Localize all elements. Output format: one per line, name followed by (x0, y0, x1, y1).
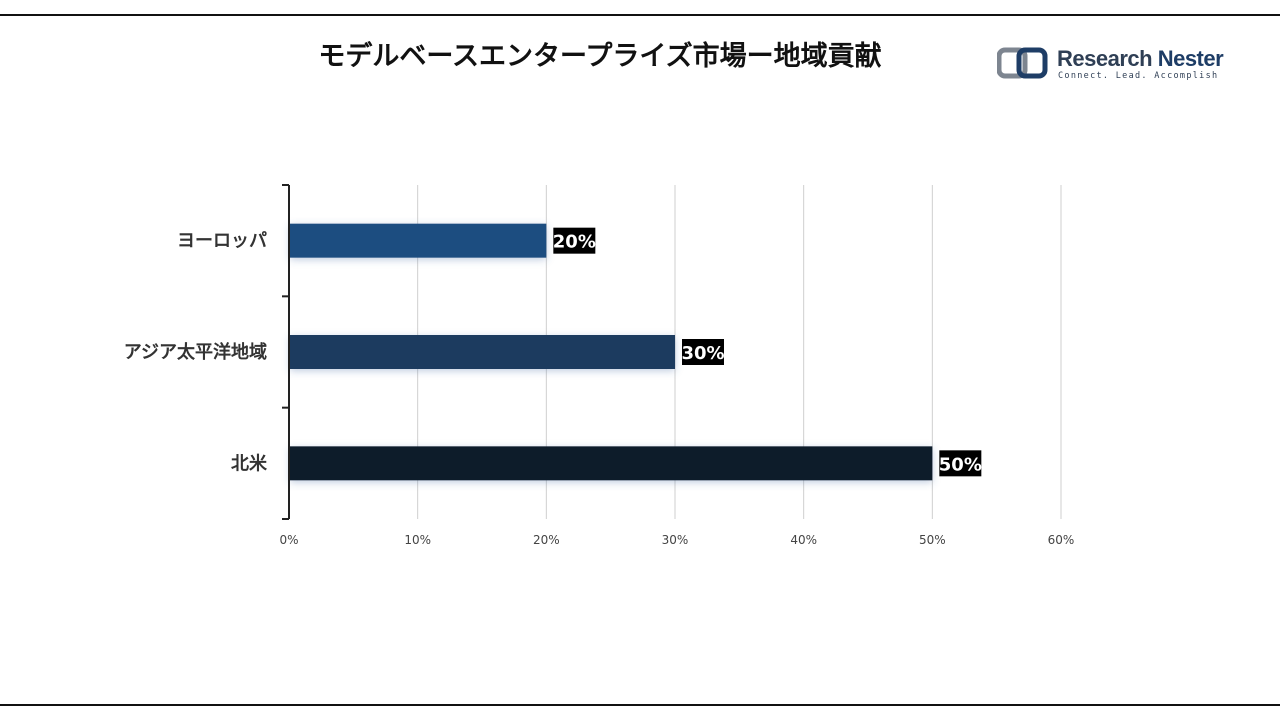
data-labels: 20% 30% 50% (553, 227, 982, 477)
logo-brand-second: Nester (1157, 46, 1224, 71)
data-label: 50% (939, 454, 982, 475)
data-label-box (682, 339, 724, 365)
x-tick-label: 10% (404, 533, 431, 547)
category-label: ヨーロッパ (177, 231, 267, 252)
x-tick-label: 20% (533, 533, 560, 547)
x-tick-label: 40% (790, 533, 817, 547)
category-label: アジア太平洋地域 (124, 341, 267, 363)
x-tick-label: 50% (919, 533, 946, 547)
bar (290, 223, 547, 258)
data-label-box (553, 227, 596, 254)
logo-brand-first: Research (1057, 46, 1153, 71)
brand-logo: Research Nester Connect. Lead. Accomplis… (997, 44, 1224, 84)
x-tick-labels: 0% 10% 20% 30% 40% 50% 60% (279, 533, 1074, 547)
bar-series (290, 223, 933, 481)
chart-title: モデルベースエンタープライズ市場ー地域貢献 (318, 41, 882, 72)
data-label: 30% (681, 343, 724, 364)
data-label: 20% (553, 232, 596, 253)
x-tick-label: 0% (279, 533, 298, 547)
logo-wordmark: Research Nester (1057, 46, 1224, 72)
bar (290, 335, 675, 369)
research-nester-logo-icon (997, 47, 1048, 79)
bottom-border (0, 704, 1280, 706)
category-axis (282, 184, 290, 520)
top-border (0, 14, 1280, 16)
category-label: 北米 (231, 452, 268, 474)
x-tick-label: 60% (1048, 533, 1075, 547)
data-label-box (939, 450, 982, 477)
x-tick-label: 30% (662, 533, 689, 547)
bar (290, 446, 933, 481)
logo-tagline: Connect. Lead. Accomplish (1058, 71, 1219, 81)
